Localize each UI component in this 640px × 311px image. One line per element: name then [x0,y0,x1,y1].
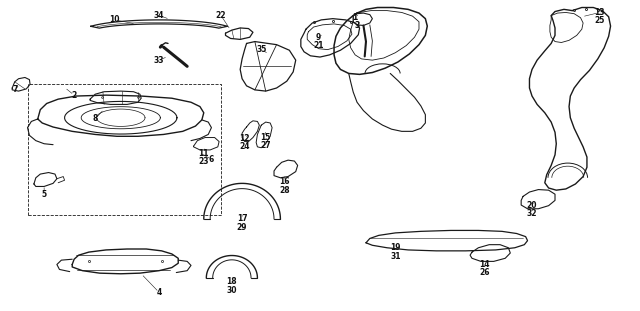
Text: 17: 17 [237,215,248,224]
Text: 35: 35 [256,45,266,54]
Text: 11: 11 [198,149,209,158]
Text: 6: 6 [209,155,214,164]
Text: 3: 3 [355,21,360,30]
Text: 23: 23 [198,156,209,165]
Text: 15: 15 [260,133,271,142]
Text: 12: 12 [239,134,250,143]
Text: 16: 16 [280,177,290,186]
Text: 19: 19 [390,243,401,252]
Text: 5: 5 [42,190,47,199]
Text: 8: 8 [93,114,98,123]
Text: 29: 29 [237,223,247,232]
Text: 14: 14 [479,260,490,269]
Text: 25: 25 [595,16,605,25]
Text: 24: 24 [239,142,250,151]
Text: 30: 30 [227,286,237,295]
Text: 34: 34 [154,11,164,20]
Text: 13: 13 [595,8,605,17]
Text: 10: 10 [109,15,120,24]
Text: 1: 1 [353,13,358,22]
Text: 18: 18 [227,277,237,286]
Text: 20: 20 [527,201,537,210]
Text: 32: 32 [527,209,537,218]
Text: 22: 22 [216,11,227,20]
Text: 31: 31 [390,252,401,261]
Text: 33: 33 [154,56,164,65]
Text: 21: 21 [314,41,324,50]
Text: 4: 4 [156,288,162,297]
Text: 28: 28 [280,186,290,195]
Text: 2: 2 [72,91,77,100]
Text: 9: 9 [316,33,321,42]
Text: 7: 7 [12,85,17,94]
Text: 26: 26 [479,268,490,277]
Text: 27: 27 [260,141,271,150]
